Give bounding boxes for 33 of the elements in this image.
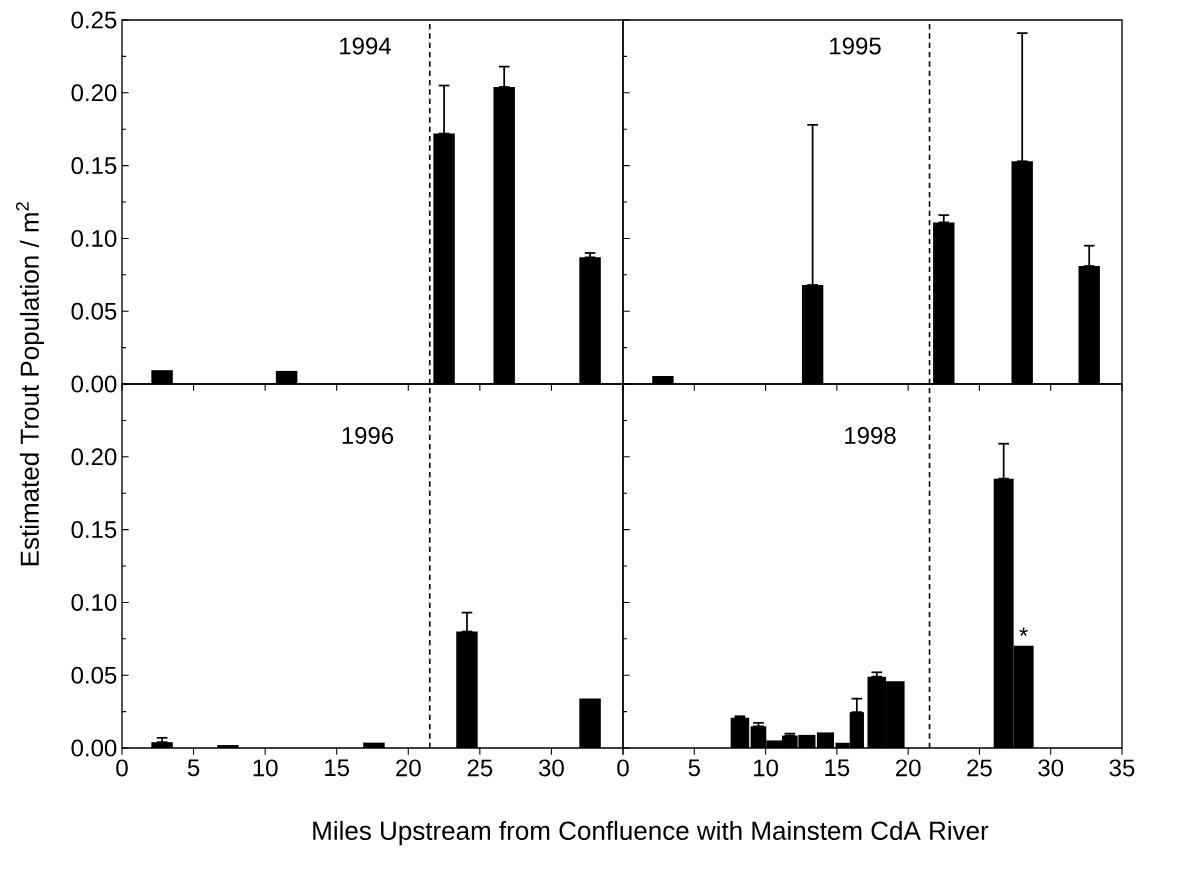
y-tick-label: 0.15 [71,157,117,175]
annotation: 1995 [830,37,881,55]
x-tick-label: 30 [539,759,564,777]
annotation: 1998 [845,426,896,444]
y-tick-label: 0.00 [71,739,117,757]
annotation: * [1019,627,1028,636]
y-tick-label: 0.25 [71,11,117,29]
x-tick-label: 5 [688,759,700,777]
x-tick-label: 0 [617,759,629,777]
y-axis-title: Estimated Trout Population / m$^{2}$ [15,202,45,566]
y-tick-label: 0.15 [71,521,117,539]
x-tick-label: 25 [467,759,493,777]
x-tick-label: 35 [1109,759,1135,777]
y-tick-label: 0.10 [71,593,117,611]
x-tick-label: 15 [325,759,350,777]
x-tick-label: 25 [967,759,992,777]
annotation: 1994 [340,37,391,55]
y-tick-label: 0.05 [71,302,117,320]
y-tick-label: 0.10 [71,229,117,247]
y-tick-label: 0.20 [71,448,117,466]
x-tick-label: 10 [253,759,278,777]
x-tick-label: 0 [116,759,128,777]
y-tick-label: 0.05 [71,666,117,684]
y-tick-label: 0.20 [71,84,117,102]
annotation: 1996 [342,426,394,444]
x-tick-label: 5 [187,759,200,777]
x-tick-label: 20 [396,759,421,777]
x-tick-label: 10 [754,759,778,777]
x-axis-title: Miles Upstream from Confluence with Mainstem CdA River [313,820,989,846]
x-tick-label: 30 [1038,759,1064,777]
x-tick-label: 20 [896,759,921,777]
y-tick-label: 0.00 [71,375,117,393]
x-tick-label: 15 [825,759,850,777]
